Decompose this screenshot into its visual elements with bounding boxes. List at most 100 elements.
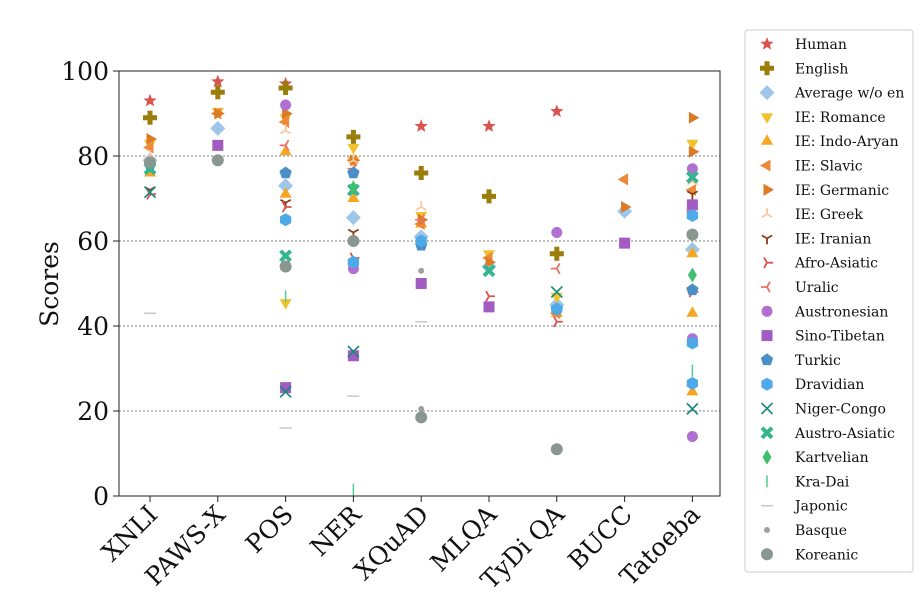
data-point (414, 119, 428, 132)
data-point (415, 201, 427, 211)
data-point (482, 119, 496, 132)
legend-entry: Austronesian (761, 304, 888, 320)
legend-marker (760, 402, 774, 415)
data-point (550, 104, 564, 118)
data-point (347, 235, 360, 247)
series-dravidian (279, 209, 699, 390)
data-point (415, 234, 427, 248)
data-point (278, 81, 293, 95)
data-point (347, 345, 360, 358)
legend-label: IE: Slavic (795, 159, 863, 175)
legend-label: IE: Germanic (795, 183, 889, 199)
legend-marker (759, 85, 775, 101)
data-point (686, 402, 699, 415)
legend-label: Average w/o en (794, 86, 904, 102)
data-point (280, 382, 292, 394)
data-point (143, 110, 157, 125)
legend-entry: Niger-Congo (760, 402, 886, 418)
data-point (279, 144, 292, 156)
data-point (279, 249, 293, 263)
legend-label: Niger-Congo (795, 402, 886, 418)
legend-label: Basque (795, 523, 847, 539)
data-point (551, 302, 563, 316)
data-point (282, 107, 293, 120)
data-point (212, 139, 224, 151)
data-point (211, 74, 225, 88)
data-point (279, 299, 292, 310)
legend-label: IE: Indo-Aryan (795, 134, 899, 150)
data-point (482, 264, 496, 278)
legend-entry: IE: Slavic (760, 159, 863, 175)
legend-entry: Human (760, 37, 847, 53)
data-point (687, 267, 697, 283)
data-point (417, 213, 429, 226)
legend-entry: IE: Indo-Aryan (760, 134, 899, 150)
legend-label: Austro-Asiatic (794, 426, 895, 442)
data-point (415, 411, 428, 424)
legend-marker (760, 113, 774, 124)
series-basque (418, 267, 425, 412)
data-point (550, 285, 563, 299)
legend-marker (761, 377, 773, 391)
data-point (686, 163, 698, 175)
series-average-w-o-en (142, 120, 700, 313)
data-point (550, 262, 561, 275)
data-point (553, 316, 563, 328)
data-point (279, 260, 292, 273)
legend-marker (763, 257, 773, 269)
data-point (279, 187, 292, 198)
legend-marker (763, 183, 774, 196)
data-point (347, 166, 360, 179)
legend-label: Kartvelian (795, 450, 869, 466)
data-point (279, 166, 292, 179)
series-niger-congo (143, 186, 699, 415)
legend-label: Dravidian (795, 377, 864, 393)
legend-label: IE: Iranian (795, 231, 871, 247)
y-tick-label: 60 (77, 227, 109, 256)
legend-marker (761, 305, 773, 317)
legend-marker (760, 134, 774, 145)
data-point (688, 111, 700, 124)
legend-entry: Kartvelian (762, 449, 869, 466)
y-tick-label: 80 (77, 142, 109, 171)
legend-label: Koreanic (795, 547, 858, 563)
y-tick-label: 0 (93, 482, 109, 511)
data-point (686, 246, 699, 258)
x-tick-label: NER (304, 499, 367, 562)
legend-entry: IE: Greek (761, 207, 863, 223)
data-points (142, 74, 700, 496)
legend-label: Turkic (795, 353, 841, 369)
data-point (143, 93, 157, 107)
data-point (415, 214, 425, 226)
series-sino-tibetan (212, 139, 698, 394)
series-afro-asiatic (146, 188, 699, 328)
data-point (279, 139, 290, 152)
y-tick-label: 100 (61, 57, 109, 86)
legend-marker (760, 159, 771, 172)
data-point (347, 144, 360, 155)
data-point (144, 156, 156, 169)
data-point (347, 350, 359, 362)
legend-marker (761, 548, 773, 561)
data-point (347, 255, 360, 269)
series-kra-dai (284, 290, 694, 496)
data-point (146, 132, 157, 146)
legend-label: Human (795, 37, 847, 53)
data-point (347, 154, 360, 165)
legend-label: Uralic (795, 280, 839, 296)
data-point (414, 166, 429, 180)
legend-marker (760, 353, 774, 366)
data-point (619, 237, 631, 249)
legend-label: IE: Greek (795, 207, 863, 223)
data-point (688, 145, 700, 158)
data-point (278, 178, 294, 194)
data-point (549, 246, 564, 261)
data-point (550, 443, 563, 456)
legend-entry: IE: Romance (760, 110, 886, 126)
series-koreanic (144, 154, 699, 456)
legend-entry: English (760, 61, 848, 77)
legend-marker (762, 449, 772, 465)
legend-marker (761, 281, 771, 293)
series-english (143, 81, 564, 261)
